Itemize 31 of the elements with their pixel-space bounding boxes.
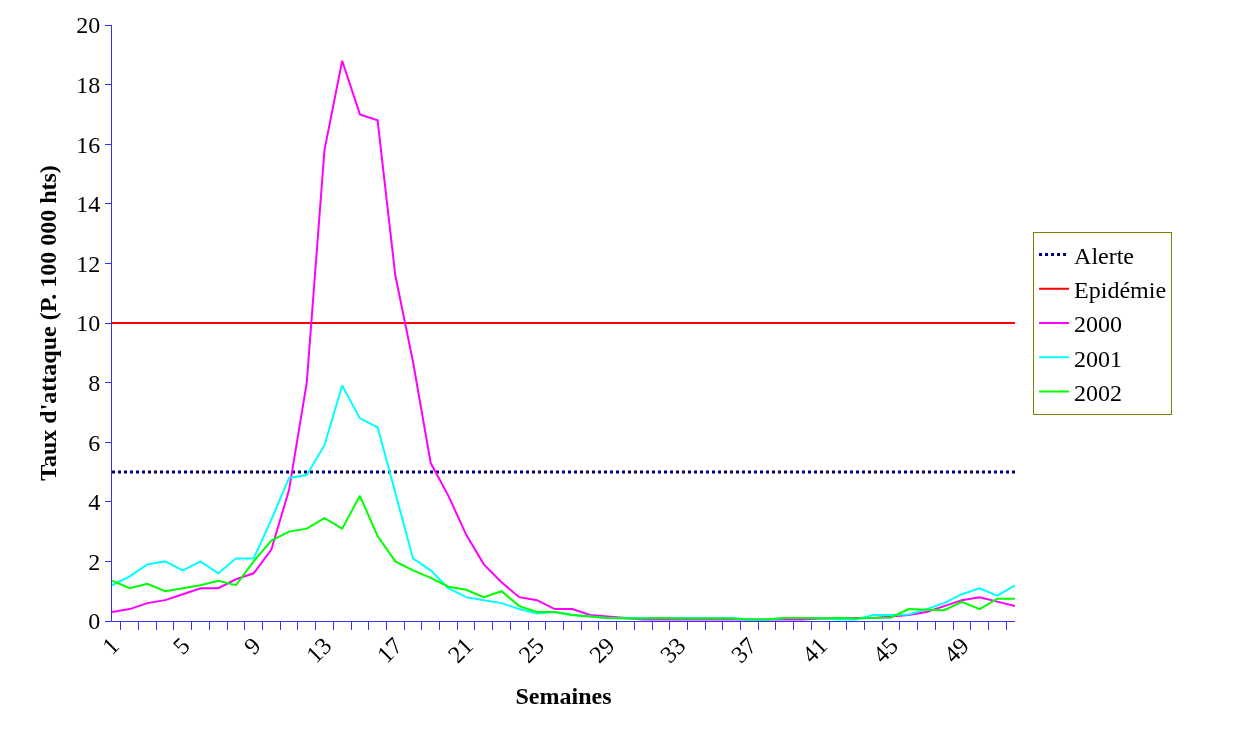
y-tick-label: 0 [88, 608, 101, 635]
x-tick-label: 37 [726, 632, 762, 668]
y-tick-label: 16 [76, 131, 101, 158]
legend-label: 2002 [1074, 379, 1123, 406]
y-tick-label: 4 [88, 489, 101, 516]
x-tick-label: 9 [238, 632, 266, 660]
legend-label: Epidémie [1074, 277, 1167, 304]
y-axis-title: Taux d'attaque (P. 100 000 hts) [35, 165, 62, 481]
x-tick-label: 45 [867, 632, 904, 668]
x-tick-label: 29 [584, 632, 620, 668]
legend-label: 2000 [1074, 311, 1123, 338]
x-tick-label: 21 [442, 632, 479, 668]
x-axis-title: Semaines [515, 683, 612, 710]
x-tick-label: 13 [301, 632, 337, 668]
x-tick-label: 25 [513, 632, 549, 668]
y-tick-label: 8 [88, 370, 101, 396]
x-tick-label: 1 [97, 632, 125, 660]
y-tick-label: 18 [76, 72, 101, 98]
legend-label: 2001 [1074, 345, 1123, 372]
x-tick-label: 41 [796, 632, 833, 668]
x-tick-label: 5 [167, 632, 195, 660]
x-tick-label: 17 [371, 632, 408, 668]
y-tick-label: 2 [88, 548, 101, 575]
x-tick-label: 49 [938, 632, 974, 668]
y-tick-label: 20 [76, 12, 101, 39]
y-tick-label: 14 [76, 191, 101, 218]
y-tick-label: 6 [88, 429, 101, 456]
y-tick-label: 12 [76, 250, 101, 277]
legend-label: Alerte [1074, 242, 1135, 269]
y-tick-label: 10 [76, 310, 101, 337]
x-tick-label: 33 [655, 632, 691, 668]
